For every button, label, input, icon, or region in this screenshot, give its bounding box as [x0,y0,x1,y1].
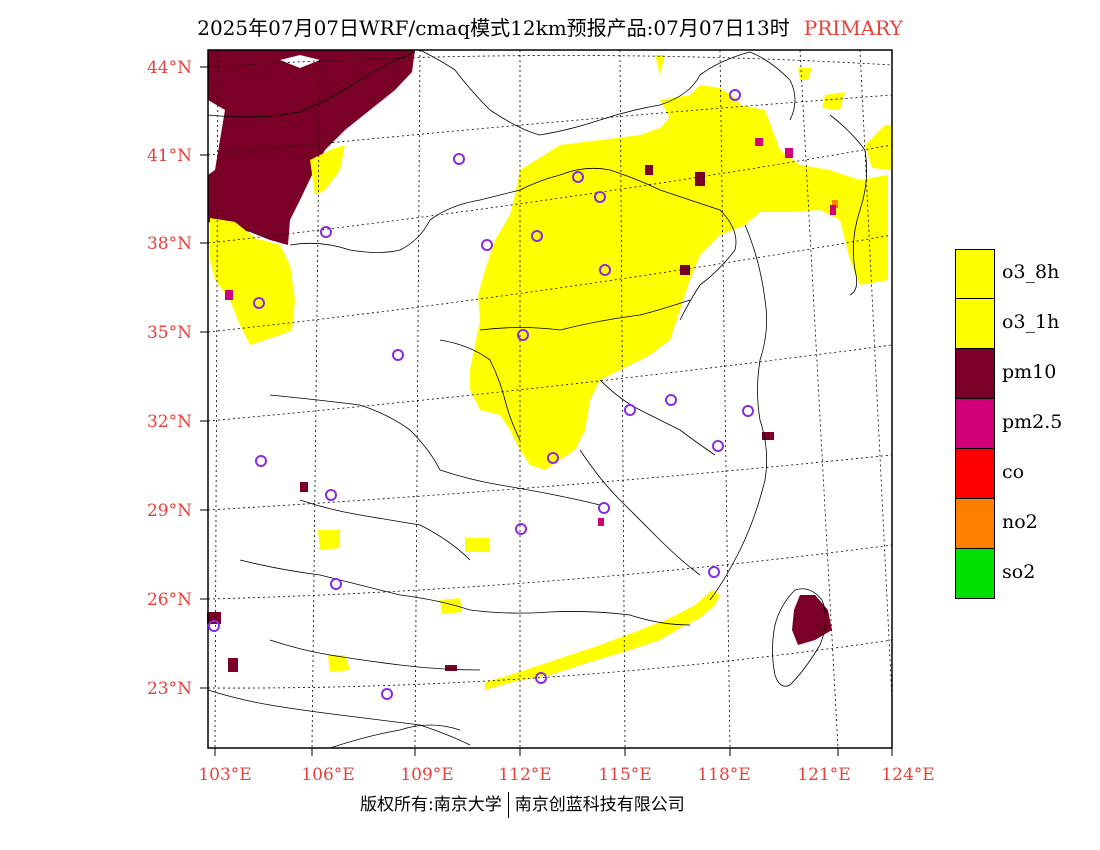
lat-label: 41°N [147,146,192,166]
station-marker [381,688,393,700]
legend-label: so2 [1002,561,1036,583]
copyright-footer: 版权所有:南京大学 南京创蓝科技有限公司 [360,790,685,818]
station-marker [453,153,465,165]
legend-label: o3_8h [1002,261,1060,283]
station-marker [255,455,267,467]
station-marker [330,578,342,590]
station-marker [208,620,220,632]
legend: o3_8h o3_1h pm10 pm2.5 co no2 so2 [955,249,1095,599]
legend-label: pm2.5 [1002,411,1063,433]
title-tag: PRIMARY [803,16,903,40]
station-marker [515,523,527,535]
station-marker [481,239,493,251]
longitude-labels: 103°E 106°E 109°E 112°E 115°E 118°E 121°… [198,765,934,785]
station-marker [325,489,337,501]
station-marker [572,171,584,183]
legend-item-pm25: pm2.5 [955,399,1095,449]
lat-label: 38°N [147,234,192,254]
station-marker [517,329,529,341]
lon-label: 121°E [797,765,850,785]
station-marker [535,672,547,684]
legend-label: no2 [1002,511,1038,533]
station-marker [531,230,543,242]
station-marker [599,264,611,276]
legend-item-no2: no2 [955,499,1095,549]
legend-swatch [955,449,995,499]
station-marker [598,502,610,514]
lat-label: 26°N [147,590,192,610]
station-marker [253,297,265,309]
legend-swatch [955,499,995,549]
axis-ticks [200,66,893,756]
o3-region-south-coast [485,590,720,690]
station-marker [742,405,754,417]
lon-label: 103°E [198,765,251,785]
map-frame [207,49,893,749]
legend-swatch [955,549,995,599]
o3-region-north-china [470,95,888,470]
station-marker [665,394,677,406]
lon-label: 106°E [301,765,354,785]
legend-label: co [1002,461,1025,483]
lat-label: 35°N [147,323,192,343]
lat-label: 29°N [147,501,192,521]
legend-item-o3-8h: o3_8h [955,249,1095,299]
legend-item-co: co [955,449,1095,499]
lon-label: 118°E [697,765,750,785]
pollutant-fields [207,50,892,690]
footer-right: 南京创蓝科技有限公司 [514,795,685,815]
latitude-labels: 44°N 41°N 38°N 35°N 32°N 29°N 26°N 23°N [147,58,192,699]
legend-item-o3-1h: o3_1h [955,299,1095,349]
station-marker [392,349,404,361]
station-marker [712,440,724,452]
lon-label: 109°E [400,765,453,785]
footer-separator [507,792,509,818]
station-marker [547,452,559,464]
lon-label: 115°E [598,765,651,785]
lat-label: 44°N [147,58,192,78]
lon-label: 112°E [498,765,551,785]
pm10-region-taiwan [792,595,832,645]
o3-region-west [210,218,295,345]
pm10-region-northwest [208,50,415,245]
title-main: 2025年07月07日WRF/cmaq模式12km预报产品:07月07日13时 [197,16,790,40]
legend-swatch [955,399,995,449]
lat-label: 32°N [147,412,192,432]
station-markers [208,89,754,700]
lat-label: 23°N [147,679,192,699]
legend-swatch [955,249,995,299]
legend-label: o3_1h [1002,311,1060,333]
station-marker [729,89,741,101]
boundaries [207,49,868,749]
lon-label: 124°E [881,765,934,785]
footer-left: 版权所有:南京大学 [360,795,502,815]
station-marker [708,566,720,578]
legend-item-so2: so2 [955,549,1095,599]
legend-label: pm10 [1002,361,1057,383]
map-title: 2025年07月07日WRF/cmaq模式12km预报产品:07月07日13时 P… [0,12,1100,41]
station-marker [594,191,606,203]
legend-swatch [955,349,995,399]
graticule [207,49,893,749]
station-marker [320,226,332,238]
station-marker [624,404,636,416]
legend-item-pm10: pm10 [955,349,1095,399]
legend-swatch [955,299,995,349]
